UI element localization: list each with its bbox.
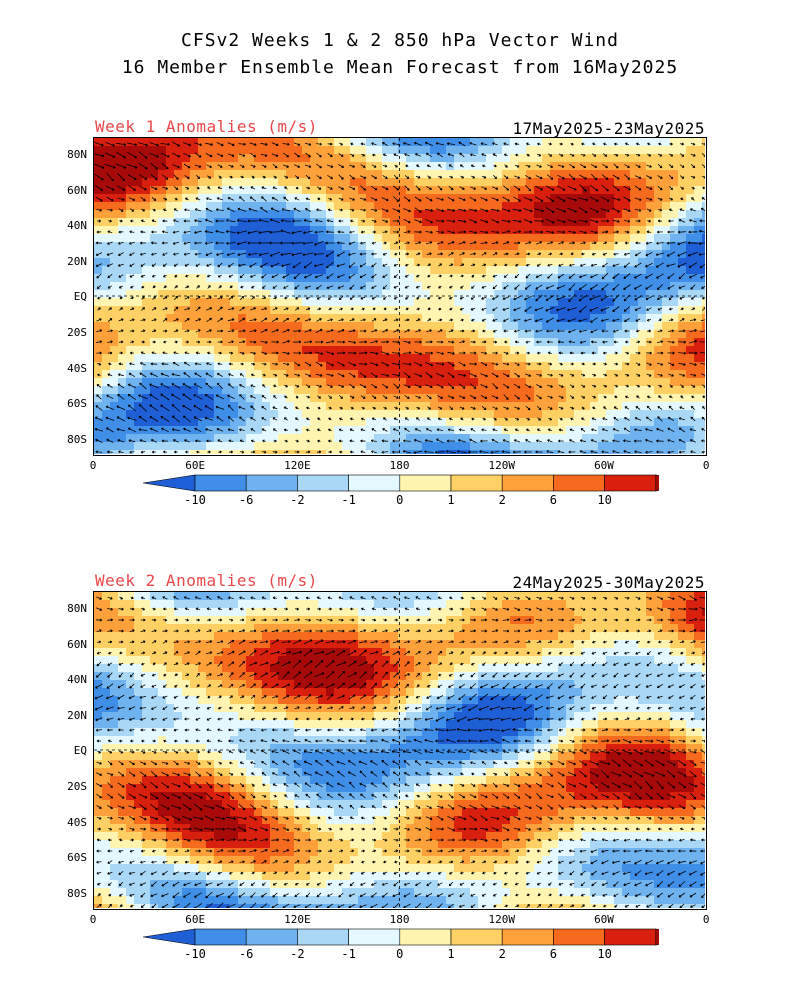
colorbar-swatches (142, 474, 708, 492)
anomaly-field (94, 138, 705, 454)
lat-tick-label: 80S (67, 432, 87, 446)
lat-tick-label: 60S (67, 397, 87, 411)
lon-tick-label: 120E (284, 459, 311, 472)
lat-tick-label: 60N (67, 637, 87, 651)
colorbar-label: 0 (396, 947, 404, 961)
panel1-label: Week 1 Anomalies (m/s) (95, 117, 318, 136)
colorbar-label: 10 (597, 947, 612, 961)
lat-tick-label: 80N (67, 148, 87, 161)
colorbar-label: 6 (549, 947, 557, 961)
colorbar-swatch (553, 928, 605, 946)
lon-tick-label: 180 (389, 459, 410, 472)
lat-tick-label: 20N (67, 708, 87, 722)
lon-tick-label: 0 (702, 913, 710, 926)
colorbar-swatch (604, 928, 657, 946)
colorbar-swatch (604, 474, 657, 492)
colorbar-swatch (655, 474, 708, 492)
lat-tick-label: 40N (67, 673, 87, 687)
lat-tick-label: EQ (73, 290, 87, 304)
chart-title-line1: CFSv2 Weeks 1 & 2 850 hPa Vector Wind (181, 30, 619, 51)
colorbar-swatch (142, 474, 196, 492)
colorbar-label: 2 (498, 947, 506, 961)
panel2-dates: 24May2025-30May2025 (512, 573, 705, 592)
colorbar-label: -2 (290, 947, 305, 961)
panel2-map (93, 591, 707, 910)
colorbar-swatch (399, 928, 452, 946)
colorbar-swatch (297, 474, 349, 492)
panel2-label: Week 2 Anomalies (m/s) (95, 571, 318, 590)
colorbar-label: 1 (447, 947, 455, 961)
colorbar-swatch (501, 928, 554, 946)
lat-tick-label: 80S (67, 886, 87, 900)
colorbar-label: -10 (184, 493, 206, 507)
colorbar-swatch (399, 474, 452, 492)
colorbar-swatch (348, 928, 401, 946)
colorbar-label: -6 (238, 493, 254, 507)
colorbar-label: -1 (341, 493, 356, 507)
lat-tick-label: 40S (67, 815, 87, 829)
panel2-colorbar: -10 -6 -2 -1 0 1 2 6 10 (142, 928, 708, 961)
lon-tick-label: 60E (185, 459, 206, 472)
colorbar-swatch (245, 928, 298, 946)
colorbar-swatch (142, 928, 196, 946)
lat-tick-label: 40S (67, 361, 87, 375)
lon-tick-label: 60E (185, 913, 206, 926)
wind-vectors (94, 141, 705, 454)
lon-tick-label: 0 (89, 913, 97, 926)
lon-tick-label: 180 (389, 913, 410, 926)
chart-title-line2: 16 Member Ensemble Mean Forecast from 16… (121, 57, 679, 78)
colorbar-label: -1 (341, 947, 356, 961)
lat-tick-label: 20N (67, 254, 87, 268)
colorbar-label: 1 (447, 493, 455, 507)
lat-tick-label: 20S (67, 780, 87, 793)
colorbar-swatches (142, 928, 708, 946)
lat-tick-label: 80N (67, 602, 87, 615)
lat-tick-label: 40N (67, 219, 87, 233)
wind-vectors (94, 595, 705, 908)
colorbar-swatch (450, 474, 503, 492)
colorbar-swatch (194, 928, 247, 946)
panel1-dates: 17May2025-23May2025 (512, 119, 705, 138)
colorbar-label: 6 (549, 493, 557, 507)
lat-tick-label: EQ (73, 744, 87, 758)
lat-tick-label: 60S (67, 851, 87, 865)
panel1-colorbar: -10 -6 -2 -1 0 1 2 6 10 (142, 474, 708, 507)
lon-tick-label: 0 (702, 459, 710, 472)
lon-tick-label: 120E (284, 913, 311, 926)
colorbar-label: 0 (396, 493, 404, 507)
colorbar-label: -2 (290, 493, 305, 507)
lat-tick-label: 60N (67, 183, 87, 197)
colorbar-swatch (245, 474, 298, 492)
colorbar-swatch (450, 928, 503, 946)
colorbar-swatch (501, 474, 554, 492)
colorbar-label: -10 (184, 947, 206, 961)
colorbar-swatch (655, 928, 708, 946)
colorbar-swatch (348, 474, 401, 492)
colorbar-label: -6 (238, 947, 254, 961)
lon-tick-label: 60W (594, 459, 614, 472)
lon-tick-label: 120W (488, 913, 516, 926)
colorbar-swatch (194, 474, 247, 492)
lon-tick-label: 120W (488, 459, 516, 472)
lon-tick-label: 0 (89, 459, 97, 472)
lat-tick-label: 20S (67, 326, 87, 339)
colorbar-label: 10 (597, 493, 612, 507)
anomaly-field (94, 592, 705, 908)
colorbar-swatch (297, 928, 349, 946)
lon-tick-label: 60W (594, 913, 614, 926)
panel1-map (93, 137, 707, 456)
colorbar-label: 2 (498, 493, 506, 507)
colorbar-swatch (553, 474, 605, 492)
